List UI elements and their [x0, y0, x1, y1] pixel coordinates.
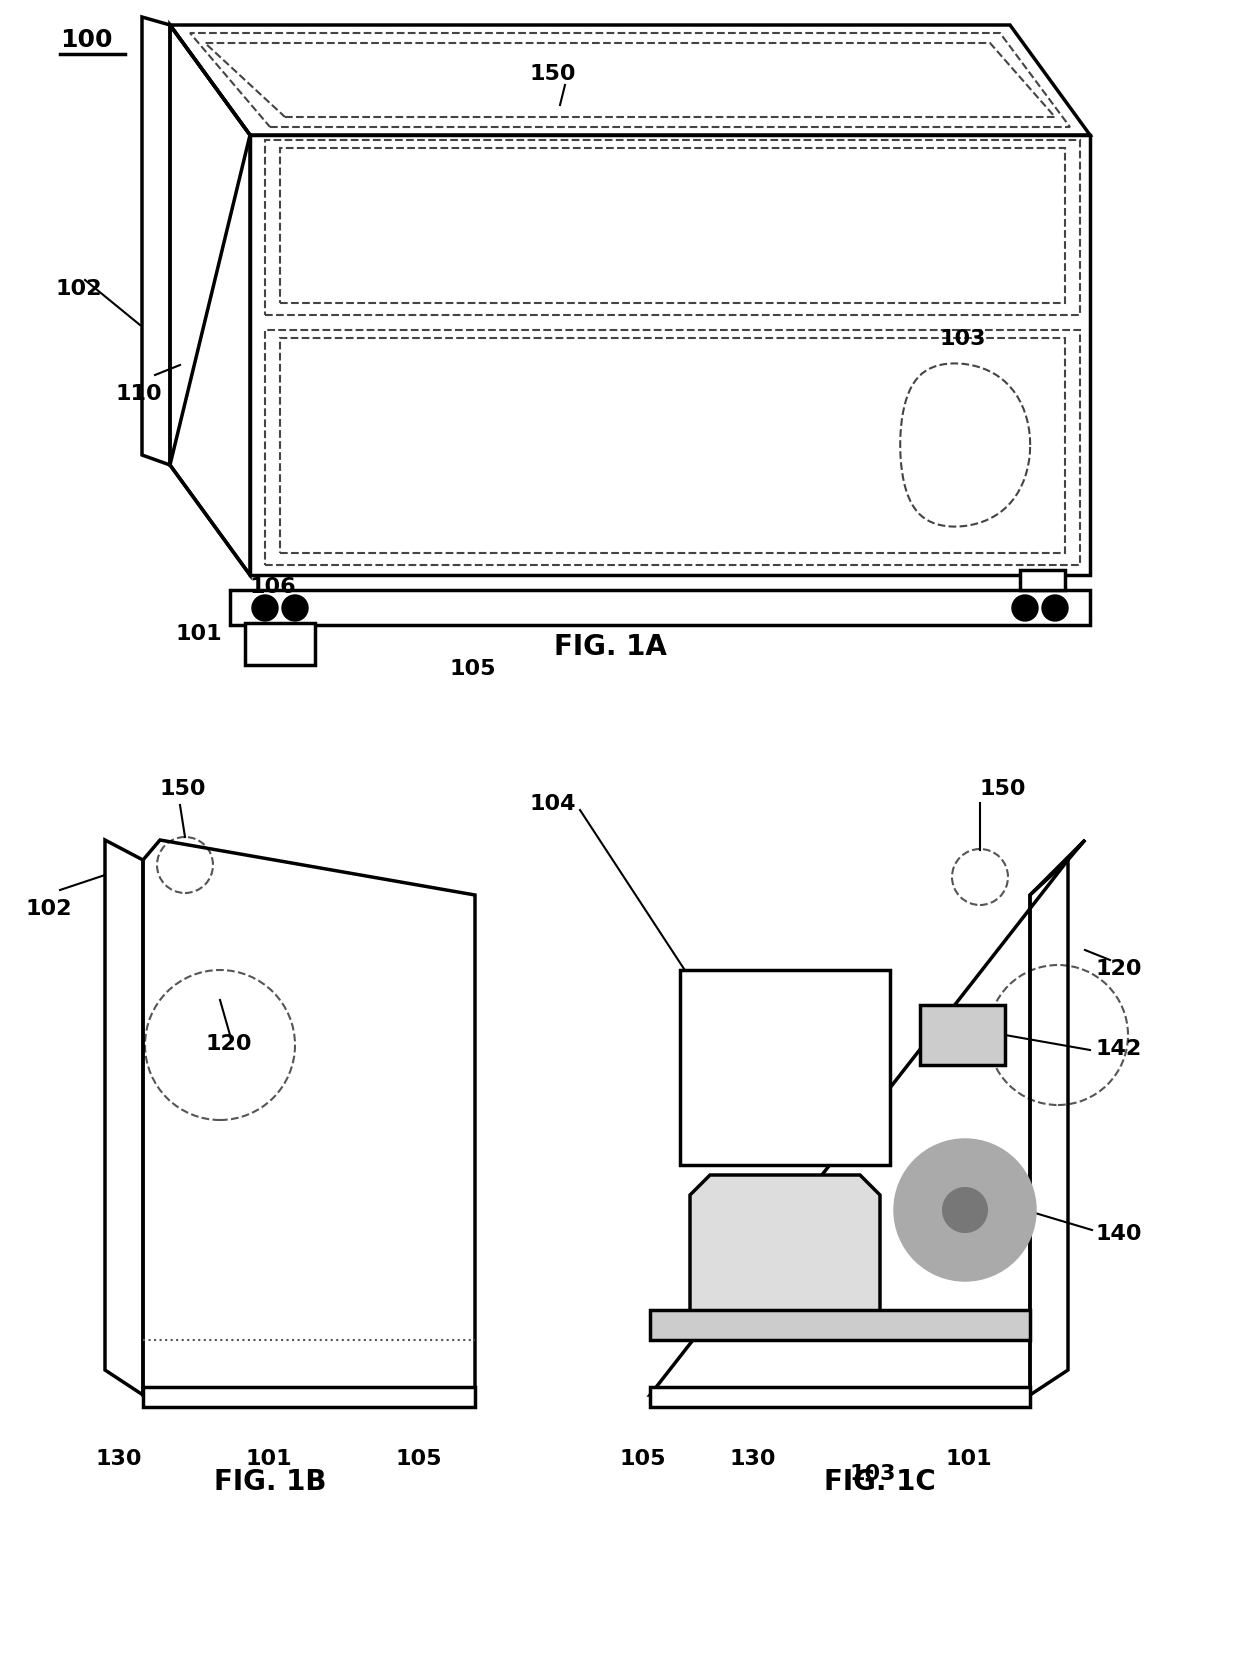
- Text: 150: 150: [980, 779, 1027, 799]
- Text: 105: 105: [620, 1449, 667, 1469]
- Text: 104: 104: [529, 794, 577, 814]
- Bar: [143, 1387, 475, 1407]
- Circle shape: [895, 1141, 1035, 1280]
- Text: 102: 102: [25, 899, 72, 920]
- Bar: [229, 590, 1090, 625]
- Bar: [650, 1387, 1030, 1407]
- Text: 130: 130: [95, 1449, 141, 1469]
- Text: 101: 101: [246, 1449, 291, 1469]
- Text: 120: 120: [1095, 960, 1142, 978]
- Text: FIG. 1A: FIG. 1A: [553, 633, 666, 662]
- Text: 110: 110: [115, 384, 161, 404]
- Bar: [265, 330, 1080, 564]
- Bar: [1021, 570, 1065, 590]
- Polygon shape: [689, 1174, 880, 1315]
- Text: 103: 103: [849, 1464, 897, 1484]
- Bar: [265, 141, 1080, 315]
- Bar: [680, 970, 890, 1166]
- Text: 120: 120: [205, 1033, 252, 1054]
- Bar: [246, 623, 315, 665]
- Text: 150: 150: [160, 779, 207, 799]
- Bar: [250, 136, 1090, 575]
- Text: 102: 102: [55, 280, 102, 300]
- Text: 101: 101: [175, 625, 222, 643]
- Circle shape: [1012, 595, 1038, 621]
- Text: 130: 130: [730, 1449, 776, 1469]
- Text: 106: 106: [250, 576, 296, 596]
- Circle shape: [1042, 595, 1068, 621]
- Circle shape: [252, 595, 278, 621]
- Text: FIG. 1C: FIG. 1C: [825, 1467, 936, 1496]
- Bar: [650, 1310, 1030, 1340]
- Text: 103: 103: [940, 328, 987, 348]
- Bar: [280, 147, 1065, 303]
- Bar: [920, 1005, 1004, 1065]
- Circle shape: [281, 595, 308, 621]
- Text: 105: 105: [450, 658, 496, 678]
- Circle shape: [942, 1188, 987, 1233]
- Text: 105: 105: [396, 1449, 441, 1469]
- Text: 140: 140: [1095, 1224, 1142, 1245]
- Text: 150: 150: [529, 64, 577, 84]
- Text: 100: 100: [60, 28, 113, 52]
- Text: 142: 142: [1095, 1038, 1141, 1059]
- Text: FIG. 1B: FIG. 1B: [213, 1467, 326, 1496]
- Bar: [280, 338, 1065, 553]
- Text: 101: 101: [945, 1449, 992, 1469]
